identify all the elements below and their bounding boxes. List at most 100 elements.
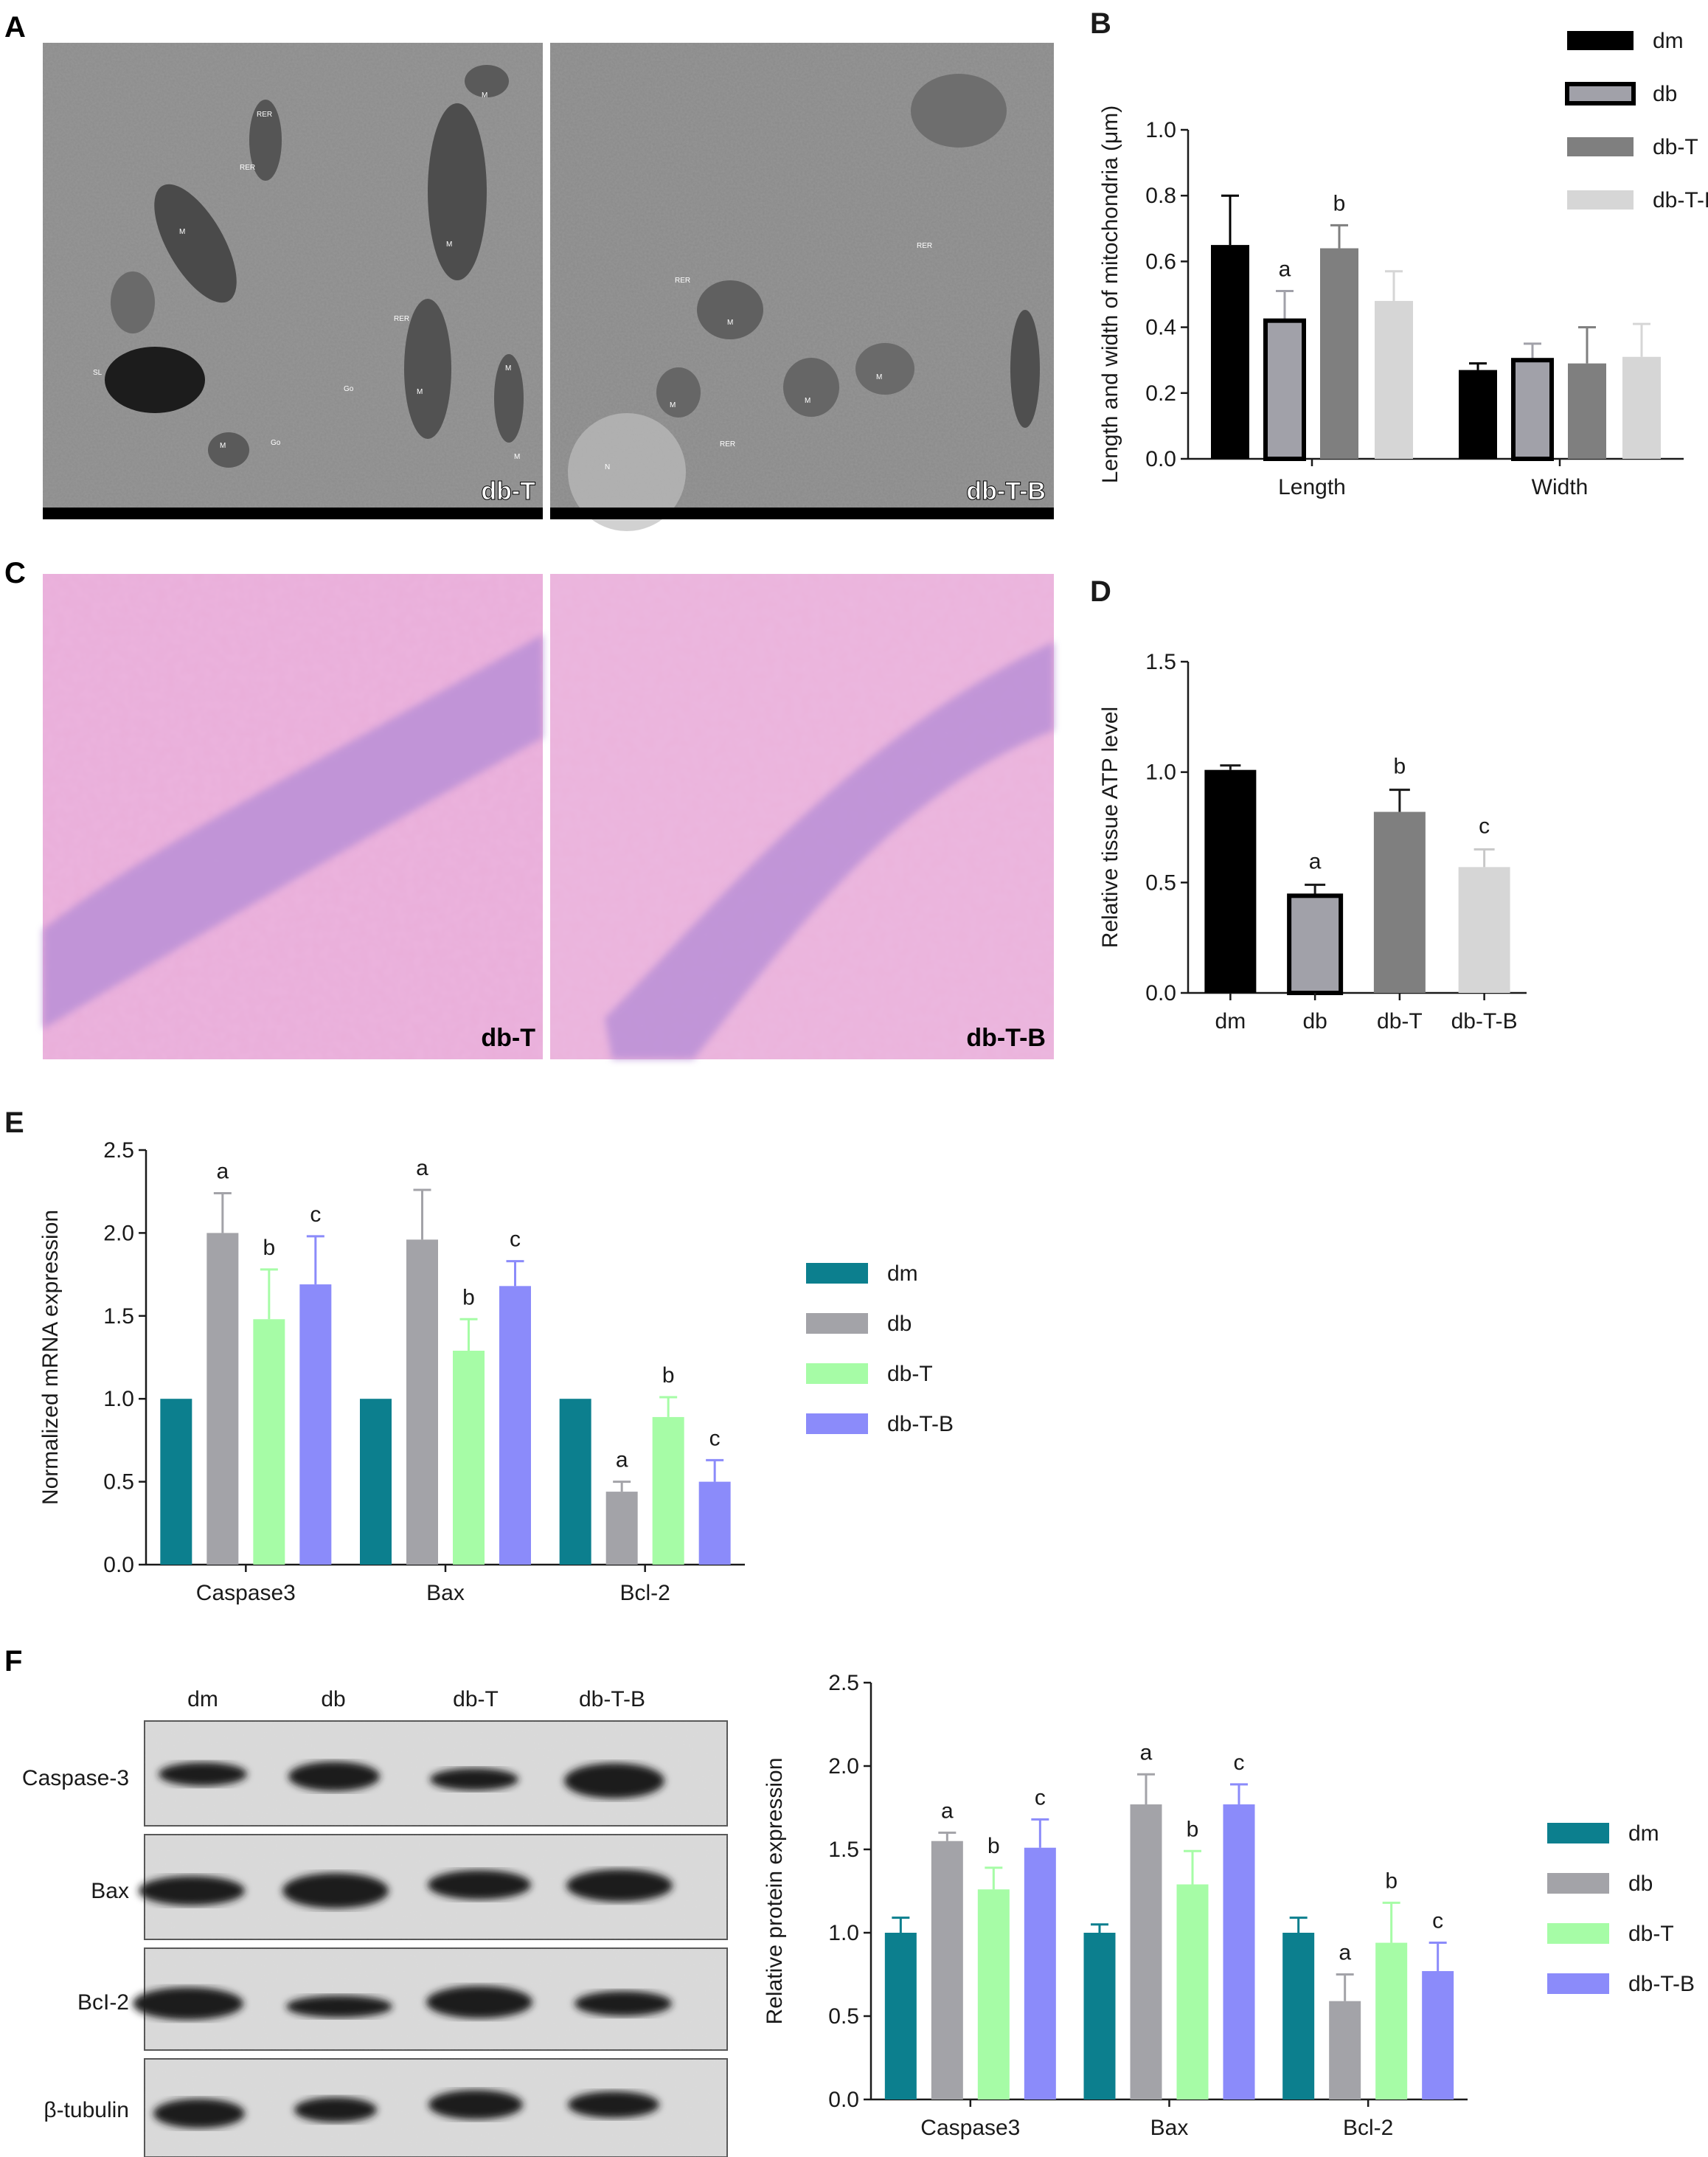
bar	[1204, 769, 1257, 993]
significance-label: c	[709, 1426, 721, 1450]
blot-strips	[133, 1720, 728, 2157]
bar	[253, 1319, 285, 1565]
significance-label: a	[616, 1448, 628, 1472]
panel-letter-c: C	[4, 557, 26, 589]
significance-label: a	[416, 1156, 428, 1180]
significance-label: b	[1385, 1869, 1398, 1893]
significance-label: b	[987, 1834, 1000, 1858]
bar	[605, 1492, 638, 1565]
bar	[1176, 1884, 1209, 2099]
y-tick-label: 0.0	[103, 1553, 134, 1577]
image-label: db-T-B	[966, 1024, 1046, 1052]
x-tick-label: db	[1302, 1009, 1327, 1034]
sl-organelle	[105, 347, 205, 413]
organelle-label: SL	[93, 369, 103, 377]
he-image-db-t-b: db-T-B	[550, 574, 1054, 1059]
blot-band	[288, 1762, 380, 1791]
legend-swatch	[1547, 1873, 1609, 1894]
bar	[499, 1286, 531, 1565]
y-axis-label: Relative protein expression	[763, 1758, 787, 2025]
y-tick-label: 1.0	[1145, 118, 1176, 142]
bar	[1320, 248, 1358, 459]
legend-label: dm	[887, 1261, 918, 1286]
legend-label: db-T-B	[1653, 188, 1708, 212]
legend-swatch	[806, 1413, 868, 1434]
y-tick-label: 2.0	[103, 1221, 134, 1245]
significance-label: b	[662, 1363, 675, 1388]
legend-swatch	[1567, 137, 1634, 156]
panel-c: C db-T db-T-B	[4, 557, 1054, 1059]
bar	[1223, 1804, 1255, 2099]
y-axis-label: Length and width of mitochondria (μm)	[1098, 105, 1122, 484]
legend-swatch	[806, 1263, 868, 1284]
organelle-label: Go	[344, 385, 354, 393]
x-tick-label: dm	[1215, 1009, 1246, 1034]
organelle-label: M	[220, 442, 226, 450]
blot-band	[159, 1762, 247, 1786]
blot-band	[428, 1870, 531, 1900]
significance-label: a	[1339, 1941, 1351, 1965]
bar	[1375, 1942, 1408, 2099]
significance-label: c	[1234, 1751, 1245, 1775]
y-tick-label: 0.4	[1145, 316, 1176, 340]
chart-e: E 0.0 0.5 1.0 1.5 2.0 2.5 Normalized mRNA expre…	[4, 1107, 954, 1605]
y-tick-label: 0.5	[103, 1470, 134, 1495]
blot-band	[286, 1995, 392, 2018]
legend-swatch	[1567, 190, 1634, 210]
significance-label: a	[941, 1798, 954, 1823]
bar	[1329, 2001, 1361, 2099]
significance-label: b	[1187, 1817, 1199, 1841]
organelle-label: RER	[917, 242, 932, 250]
y-tick-label: 0.5	[828, 2004, 859, 2029]
x-tick-label: Caspase3	[196, 1581, 296, 1605]
bar	[1375, 300, 1413, 459]
bar	[206, 1233, 239, 1565]
organelle-label: M	[179, 228, 185, 236]
organelle-label: RER	[675, 277, 690, 285]
panel-letter: D	[1090, 575, 1111, 608]
chart-d: D 0.0 0.5 1.0 1.5 Relative tissue ATP level dm…	[1090, 575, 1527, 1034]
bar	[652, 1416, 684, 1565]
organelle-label: M	[417, 388, 423, 396]
x-tick-label: Width	[1532, 475, 1589, 499]
legend-swatch	[1547, 1973, 1609, 1994]
significance-label: c	[510, 1228, 521, 1252]
y-tick-label: 0.0	[1145, 981, 1176, 1005]
panel-a: A RER RER M M M SL Go Go R	[4, 11, 1054, 531]
bar	[160, 1399, 192, 1565]
blot-band	[153, 2099, 245, 2128]
blot-band	[428, 2090, 523, 2119]
blot-row-label: Bax	[91, 1879, 129, 1903]
blot-band	[282, 1873, 389, 1908]
panel-letter: E	[4, 1107, 24, 1139]
organelle-label: RER	[257, 111, 272, 119]
blot-lane-label: db	[321, 1687, 345, 1711]
tem-image-db-t: RER RER M M M SL Go Go RER M M M M db-T	[43, 43, 543, 519]
legend-swatch	[1547, 1823, 1609, 1843]
legend-label: db-T-B	[887, 1412, 954, 1436]
blot-row-label: β-tubulin	[44, 2098, 129, 2122]
legend-swatch	[1567, 31, 1634, 50]
blot-band	[294, 2097, 377, 2122]
significance-label: c	[1035, 1785, 1046, 1810]
bar	[1568, 363, 1606, 459]
blot-band	[133, 1987, 243, 2020]
blot-row-label: BcI-2	[77, 1990, 129, 2015]
x-tick-label: Bax	[1150, 2116, 1189, 2140]
y-tick-label: 0.2	[1145, 381, 1176, 406]
legend-label: db-T-B	[1628, 1972, 1695, 1996]
bar	[453, 1351, 485, 1565]
blot-row-label: Caspase-3	[22, 1766, 129, 1790]
bar	[1373, 811, 1426, 993]
y-tick-label: 1.5	[103, 1304, 134, 1329]
he-image-db-t: db-T	[43, 574, 543, 1059]
bar	[299, 1284, 332, 1565]
panel-letter-a: A	[4, 11, 26, 44]
y-tick-label: 1.5	[828, 1838, 859, 1862]
bar	[1263, 318, 1306, 461]
organelle-label: N	[605, 463, 610, 471]
organelle-label: M	[446, 240, 452, 249]
y-tick-label: 1.0	[828, 1921, 859, 1945]
x-tick-label: db-T-B	[1451, 1009, 1518, 1034]
